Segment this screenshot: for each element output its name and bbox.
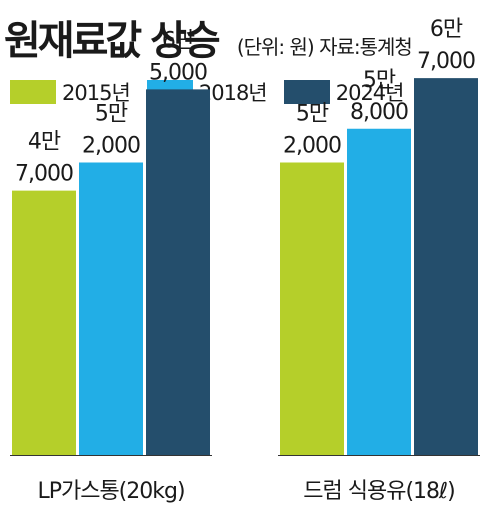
unit-source-note: (단위: 원) 자료:통계청 xyxy=(236,35,413,59)
data-label-bottom: 7,000 xyxy=(15,162,73,187)
bar-1-2024년 xyxy=(146,89,210,455)
data-label-top: 4만 xyxy=(28,130,61,155)
legend-item-2024: 2024년 xyxy=(283,77,405,107)
data-label-bottom: 5,000 xyxy=(149,60,207,85)
data-label-bottom: 2,000 xyxy=(283,134,341,159)
data-label-top: 6만 xyxy=(162,28,195,53)
category-label: LP가스통(20kg) xyxy=(37,479,184,504)
data-label-bottom: 8,000 xyxy=(350,100,408,125)
data-label-top: 5만 xyxy=(363,68,396,93)
data-label-top: 5만 xyxy=(95,102,128,127)
legend-label-2015: 2015년 xyxy=(62,81,131,105)
legend-item-2015: 2015년 xyxy=(10,77,131,107)
bar-2-2024년 xyxy=(414,78,478,455)
data-label-bottom: 2,000 xyxy=(82,134,140,159)
category-label: 드럼 식용유(18ℓ) xyxy=(303,479,454,504)
title-row: 원재료값 상승 (단위: 원) 자료:통계청 xyxy=(4,8,413,64)
data-label-top: 6만 xyxy=(430,17,463,42)
bar-2-2015년 xyxy=(280,162,344,455)
legend-label-2018: 2018년 xyxy=(198,81,268,105)
bar-1-2018년 xyxy=(79,162,143,455)
legend-label-2024: 2024년 xyxy=(335,81,405,105)
chart-title: 원재료값 상승 xyxy=(4,18,221,64)
data-label-top: 5만 xyxy=(296,102,329,127)
bar-2-2018년 xyxy=(347,128,411,455)
legend-swatch-2024 xyxy=(283,80,330,104)
bar-1-2015년 xyxy=(12,190,76,455)
legend-swatch-2015 xyxy=(10,80,56,104)
data-label-bottom: 7,000 xyxy=(417,49,475,74)
